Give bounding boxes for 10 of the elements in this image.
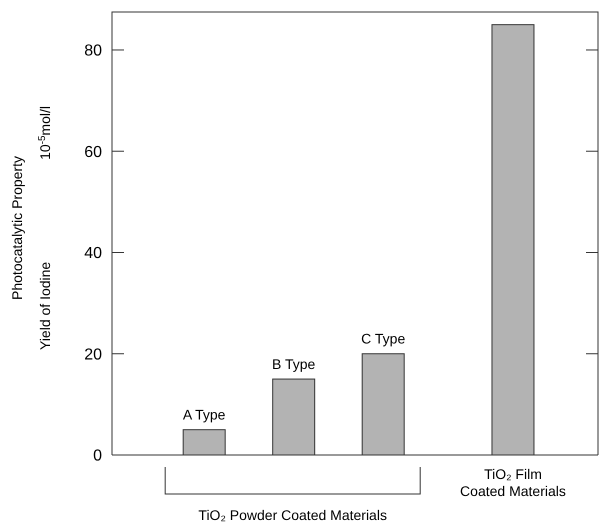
y-tick-label: 80 [84,42,102,60]
x-tick-label: A Type [182,406,226,423]
y-tick-label: 20 [84,346,102,364]
text: TiO₂ Powder Coated Materials [198,507,387,523]
x-tick-label: B Type [272,356,316,372]
x-tick-label: C Type [361,330,406,347]
y-tick-label: 60 [84,144,102,161]
y-tick-label: 0 [93,448,102,465]
x-tick-label: TiO₂ Film Coated Materials [460,466,566,499]
y-tick-label: 40 [84,245,102,262]
